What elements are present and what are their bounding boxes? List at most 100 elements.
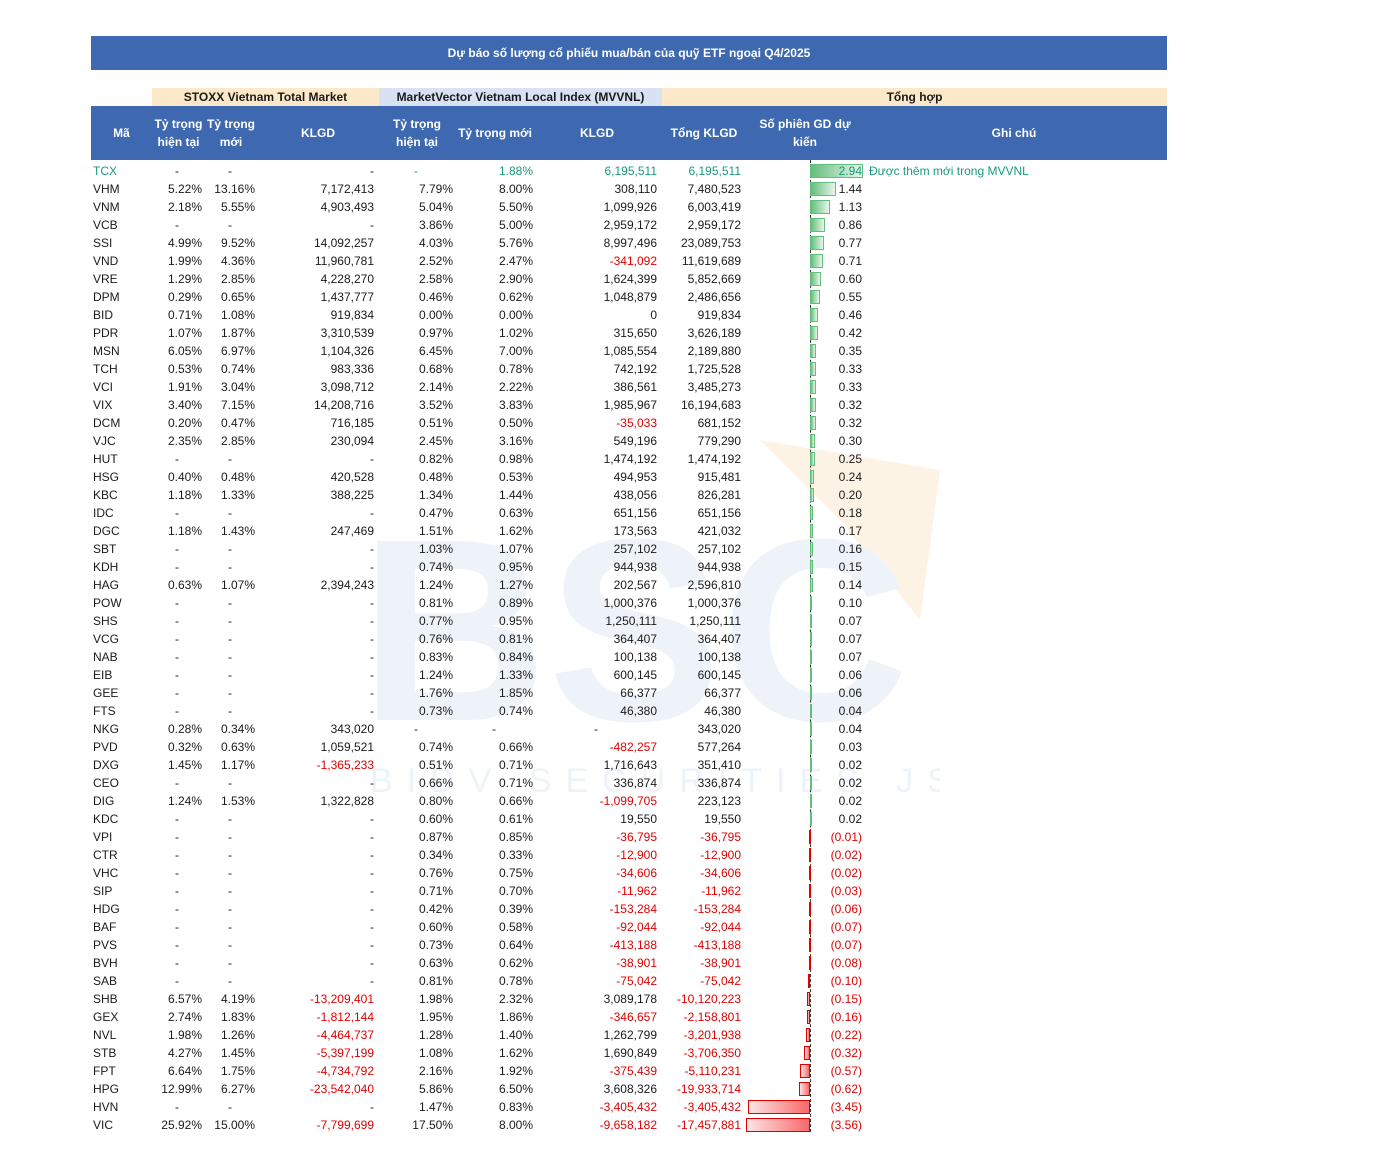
- cell-m-new: 5.50%: [498, 200, 533, 214]
- cell-s-kl: -: [370, 866, 374, 880]
- cell-m-kl: -12,900: [616, 848, 657, 862]
- table-row: BVH - - - 0.63% 0.62% -38,901 -38,901 (0.08): [91, 954, 1167, 972]
- stock-code: VHM: [93, 182, 120, 196]
- stock-code: VJC: [93, 434, 116, 448]
- cell-sessions: (0.07): [830, 938, 862, 952]
- cell-s-cur: 0.28%: [167, 722, 202, 736]
- cell-m-cur: 3.86%: [418, 218, 453, 232]
- cell-s-cur: 25.92%: [161, 1118, 202, 1132]
- cell-s-kl: -13,209,401: [309, 992, 374, 1006]
- sessions-bar: [747, 1100, 810, 1114]
- cell-m-cur: 0.82%: [418, 452, 453, 466]
- cell-s-cur: 6.57%: [167, 992, 202, 1006]
- group-header-mvvnl: MarketVector Vietnam Local Index (MVVNL): [379, 88, 662, 106]
- cell-s-kl: 2,394,243: [320, 578, 374, 592]
- table-row: HPG 12.99% 6.27% -23,542,040 5.86% 6.50% 3,608…: [91, 1080, 1167, 1098]
- cell-m-kl: 315,650: [613, 326, 657, 340]
- cell-m-cur: 0.74%: [418, 560, 453, 574]
- table-row: SIP - - - 0.71% 0.70% -11,962 -11,962 (0.03): [91, 882, 1167, 900]
- cell-m-cur: 0.60%: [418, 920, 453, 934]
- cell-s-cur: -: [175, 812, 179, 826]
- cell-s-cur: 6.64%: [167, 1064, 202, 1078]
- sessions-bar: [810, 578, 813, 592]
- table-row: HDG - - - 0.42% 0.39% -153,284 -153,284 (0.06): [91, 900, 1167, 918]
- cell-m-cur: 1.24%: [418, 578, 453, 592]
- table-row: POW - - - 0.81% 0.89% 1,000,376 1,000,376 0.10: [91, 594, 1167, 612]
- table-row: SSI 4.99% 9.52% 14,092,257 4.03% 5.76% 8,997,4…: [91, 234, 1167, 252]
- cell-m-new: 0.39%: [498, 902, 533, 916]
- cell-m-new: 5.76%: [498, 236, 533, 250]
- cell-s-new: -: [228, 920, 232, 934]
- cell-sessions: (0.15): [830, 992, 862, 1006]
- table-row: BAF - - - 0.60% 0.58% -92,044 -92,044 (0.07): [91, 918, 1167, 936]
- cell-s-kl: 4,228,270: [320, 272, 374, 286]
- cell-s-kl: -: [370, 542, 374, 556]
- cell-m-cur: 0.77%: [418, 614, 453, 628]
- cell-m-new: 1.33%: [498, 668, 533, 682]
- cell-m-cur: 0.73%: [418, 938, 453, 952]
- cell-m-cur: 0.73%: [418, 704, 453, 718]
- cell-s-new: 9.52%: [220, 236, 255, 250]
- sessions-bar: [810, 452, 815, 466]
- cell-s-kl: -4,734,792: [316, 1064, 374, 1078]
- cell-m-kl: 0: [650, 308, 657, 322]
- sessions-bar: [810, 506, 814, 520]
- cell-sessions: 0.02: [838, 776, 862, 790]
- sessions-bar: [810, 380, 816, 394]
- cell-s-kl: 4,903,493: [320, 200, 374, 214]
- cell-s-new: -: [228, 1100, 232, 1114]
- cell-m-new: 0.95%: [498, 614, 533, 628]
- cell-total: -2,158,801: [683, 1010, 741, 1024]
- cell-s-kl: -: [370, 938, 374, 952]
- cell-m-cur: 0.48%: [418, 470, 453, 484]
- sessions-bar: [810, 524, 814, 538]
- cell-total: 600,145: [697, 668, 741, 682]
- cell-s-cur: -: [175, 902, 179, 916]
- cell-s-cur: -: [175, 920, 179, 934]
- cell-m-new: 7.00%: [498, 344, 533, 358]
- cell-s-new: 1.08%: [220, 308, 255, 322]
- cell-m-new: 6.50%: [498, 1082, 533, 1096]
- cell-m-new: 0.85%: [498, 830, 533, 844]
- cell-m-cur: 0.76%: [418, 866, 453, 880]
- sessions-bar: [810, 668, 812, 682]
- stock-code: CTR: [93, 848, 118, 862]
- stock-code: DIG: [93, 794, 115, 808]
- cell-s-new: -: [228, 596, 232, 610]
- cell-sessions: 0.02: [838, 812, 862, 826]
- cell-m-cur: 1.08%: [418, 1046, 453, 1060]
- cell-m-new: 1.62%: [498, 1046, 533, 1060]
- cell-s-new: 1.87%: [220, 326, 255, 340]
- header-weight-new-mvvnl: Tỷ trọng mới: [458, 126, 532, 140]
- cell-sessions: 0.16: [838, 542, 862, 556]
- cell-sessions: 0.03: [838, 740, 862, 754]
- cell-s-new: -: [228, 542, 232, 556]
- cell-s-kl: -: [370, 668, 374, 682]
- cell-total: 779,290: [697, 434, 741, 448]
- cell-m-cur: 2.52%: [418, 254, 453, 268]
- sessions-bar: [807, 992, 810, 1006]
- cell-sessions: (0.32): [830, 1046, 862, 1060]
- cell-s-kl: -: [370, 884, 374, 898]
- table-row: KDH - - - 0.74% 0.95% 944,938 944,938 0.15: [91, 558, 1167, 576]
- table-row: DIG 1.24% 1.53% 1,322,828 0.80% 0.66% -1,099,7…: [91, 792, 1167, 810]
- cell-m-kl: 1,250,111: [605, 614, 657, 628]
- cell-m-kl: -75,042: [616, 974, 657, 988]
- cell-m-kl: 202,567: [613, 578, 657, 592]
- cell-total: 6,195,511: [688, 164, 742, 178]
- cell-m-new: 0.95%: [498, 560, 533, 574]
- table-row: SHB 6.57% 4.19% -13,209,401 1.98% 2.32% 3,089,…: [91, 990, 1167, 1008]
- stock-code: EIB: [93, 668, 113, 682]
- cell-total: 651,156: [697, 506, 741, 520]
- table-row: HUT - - - 0.82% 0.98% 1,474,192 1,474,192 0.25: [91, 450, 1167, 468]
- cell-m-new: 0.84%: [498, 650, 533, 664]
- sessions-bar: [745, 1118, 810, 1132]
- cell-m-kl: 549,196: [613, 434, 657, 448]
- stock-code: PVS: [93, 938, 118, 952]
- cell-s-new: -: [228, 812, 232, 826]
- cell-m-new: 3.16%: [498, 434, 533, 448]
- cell-total: 1,000,376: [687, 596, 741, 610]
- cell-sessions: (0.08): [830, 956, 862, 970]
- cell-m-cur: 0.34%: [418, 848, 453, 862]
- cell-m-cur: 2.16%: [418, 1064, 453, 1078]
